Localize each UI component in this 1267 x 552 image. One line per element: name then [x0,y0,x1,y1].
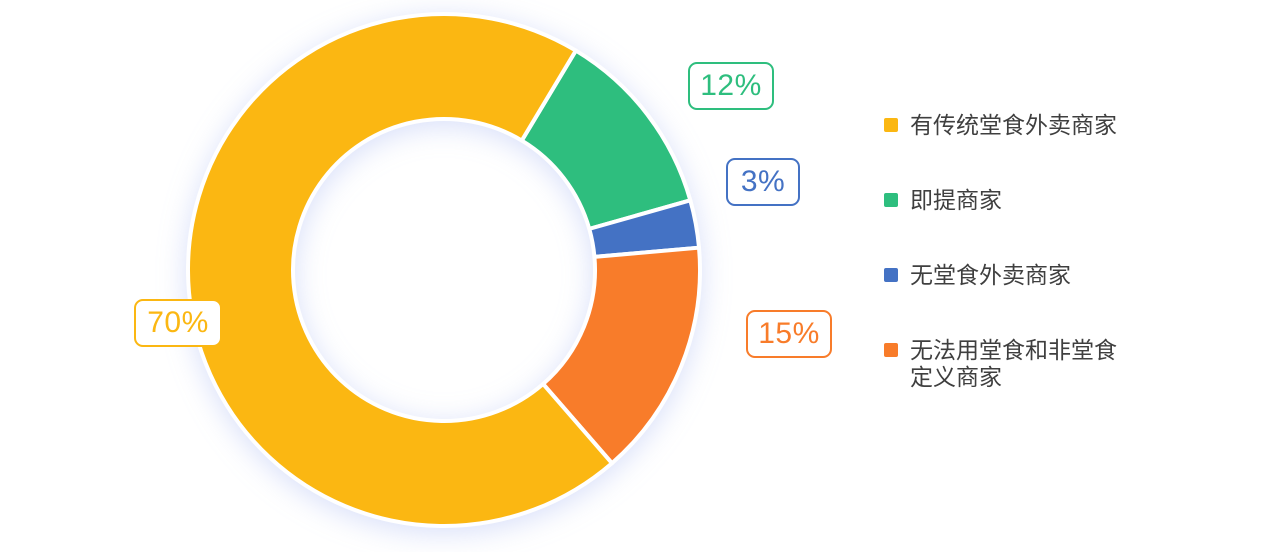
legend-swatch-green [884,193,898,207]
callout-yellow-70: 70% [134,299,222,347]
donut-chart-svg [186,12,702,528]
legend-label: 无法用堂食和非堂食定义商家 [910,337,1117,390]
callout-blue-3: 3% [726,158,800,206]
legend-label: 即提商家 [910,187,1002,213]
legend-swatch-orange [884,343,898,357]
legend-swatch-yellow [884,118,898,132]
donut-chart [182,8,706,532]
legend-item: 即提商家 [884,187,1128,214]
callout-green-12: 12% [688,62,774,110]
legend-label: 有传统堂食外卖商家 [910,112,1117,138]
legend-item: 有传统堂食外卖商家 [884,112,1128,139]
callout-yellow-70-label: 70% [147,306,209,339]
legend-label: 无堂食外卖商家 [910,262,1071,288]
donut-segment-3 [541,245,702,466]
legend-swatch-blue [884,268,898,282]
callout-orange-15-label: 15% [758,317,820,350]
legend-item: 无堂食外卖商家 [884,262,1128,289]
legend-item: 无法用堂食和非堂食定义商家 [884,337,1128,391]
donut-segment-0 [186,12,614,528]
chart-legend: 有传统堂食外卖商家 即提商家 无堂食外卖商家 无法用堂食和非堂食定义商家 [884,112,1128,391]
callout-blue-3-label: 3% [740,165,786,198]
callout-green-12-label: 12% [700,69,762,102]
callout-orange-15: 15% [746,310,832,358]
